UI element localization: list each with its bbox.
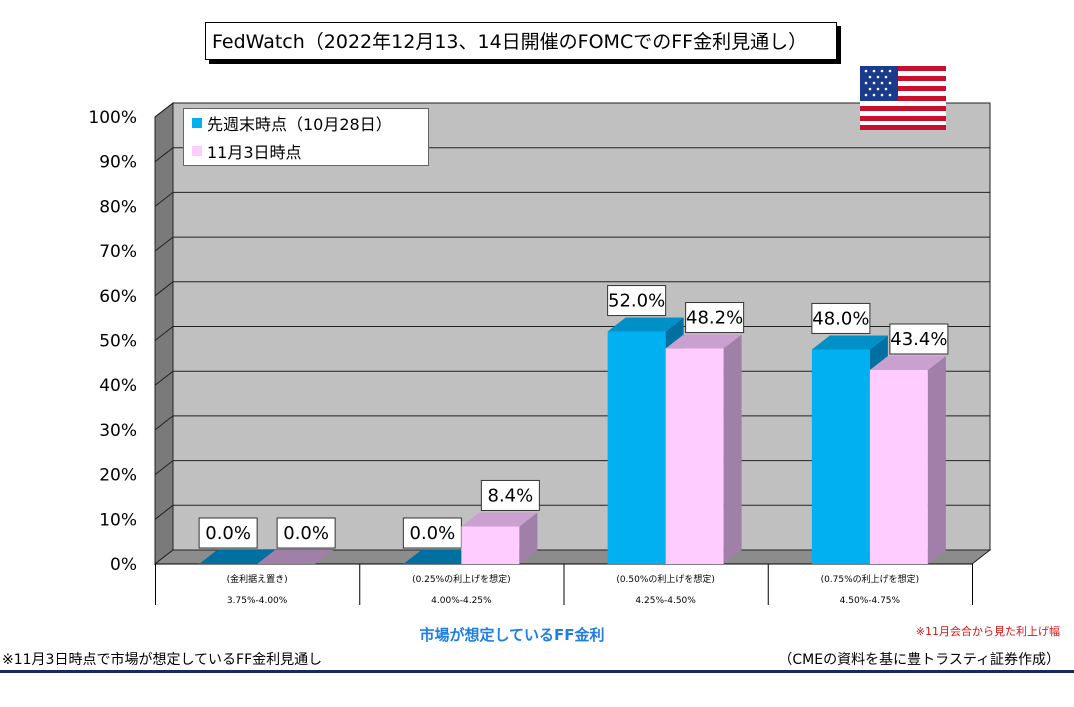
- gridline: [154, 191, 990, 207]
- y-tick-label: 10%: [99, 510, 137, 530]
- data-label: 48.2%: [686, 308, 743, 329]
- note-left: ※11月3日時点で市場が想定しているFF金利見通し: [2, 652, 323, 668]
- bar-top: [869, 356, 946, 371]
- data-label-box: [198, 517, 258, 549]
- x-tick-label: (0.75%の利上げを想定): [821, 573, 920, 585]
- x-tick-label: 4.00%-4.25%: [431, 596, 492, 606]
- y-tick-label: 100%: [88, 108, 137, 128]
- bar: [869, 370, 928, 564]
- bar: [811, 349, 870, 564]
- data-label: 0.0%: [205, 523, 251, 544]
- y-tick-label: 40%: [99, 376, 137, 396]
- data-label: 43.4%: [890, 329, 947, 350]
- bar-side: [519, 512, 538, 564]
- bar-top: [403, 550, 480, 564]
- chart-title: FedWatch（2022年12月13、14日開催のFOMCでのFF金利見通し）: [205, 22, 837, 60]
- x-tick-label: (0.25%の利上げを想定): [412, 573, 511, 585]
- y-tick-label: 30%: [99, 421, 137, 441]
- y-tick-label: 70%: [99, 242, 137, 262]
- data-label: 0.0%: [283, 523, 329, 544]
- x-tick-label: (金利据え置き): [227, 573, 288, 585]
- data-label: 52.0%: [608, 291, 665, 312]
- chart-legend: 先週末時点（10月28日） 11月3日時点: [183, 108, 429, 166]
- bar-side: [927, 356, 946, 564]
- data-label: 8.4%: [488, 485, 534, 506]
- data-label-box: [889, 323, 949, 355]
- y-tick-label: 0%: [110, 555, 137, 575]
- us-flag-icon: [860, 66, 946, 130]
- x-tick-label: (0.50%の利上げを想定): [616, 573, 715, 585]
- bar-top: [665, 334, 742, 349]
- gridline: [154, 147, 990, 163]
- footer-divider: [0, 670, 1074, 673]
- legend-swatch: [192, 146, 202, 156]
- y-tick-label: 50%: [99, 332, 137, 352]
- bar: [607, 331, 666, 564]
- bar-top: [461, 512, 538, 527]
- gridline: [154, 281, 990, 297]
- bar: [461, 526, 520, 564]
- y-tick-label: 80%: [99, 197, 137, 217]
- x-tick-label: 4.25%-4.50%: [635, 596, 696, 606]
- bar-top: [607, 317, 684, 332]
- legend-item: 先週末時点（10月28日）: [184, 109, 428, 137]
- source-note: （CMEの資料を基に豊トラスティ証券作成）: [778, 652, 1060, 668]
- bar-top: [257, 550, 334, 564]
- data-label-box: [811, 302, 871, 334]
- x-tick-label: 3.75%-4.00%: [227, 596, 288, 606]
- bar: [665, 348, 724, 564]
- data-label-box: [607, 285, 667, 317]
- legend-swatch: [192, 118, 202, 128]
- x-tick-label: 4.50%-4.75%: [840, 596, 901, 606]
- legend-item: 11月3日時点: [184, 137, 428, 165]
- bar-side: [723, 334, 742, 564]
- bar-top: [811, 335, 888, 350]
- data-label-box: [480, 479, 540, 511]
- note-right: ※11月会合から見た利上げ幅: [915, 625, 1060, 638]
- legend-label: 先週末時点（10月28日）: [207, 115, 392, 134]
- y-tick-label: 20%: [99, 466, 137, 486]
- data-label: 0.0%: [410, 523, 456, 544]
- y-tick-label: 60%: [99, 287, 137, 307]
- data-label: 48.0%: [812, 308, 869, 329]
- x-axis-title: 市場が想定しているFF金利: [419, 626, 605, 644]
- legend-label: 11月3日時点: [207, 143, 302, 162]
- bar-top: [199, 550, 276, 564]
- data-label-box: [685, 302, 745, 334]
- gridline: [154, 102, 990, 118]
- y-tick-label: 90%: [99, 153, 137, 173]
- data-label-box: [276, 517, 336, 549]
- gridline: [154, 236, 990, 252]
